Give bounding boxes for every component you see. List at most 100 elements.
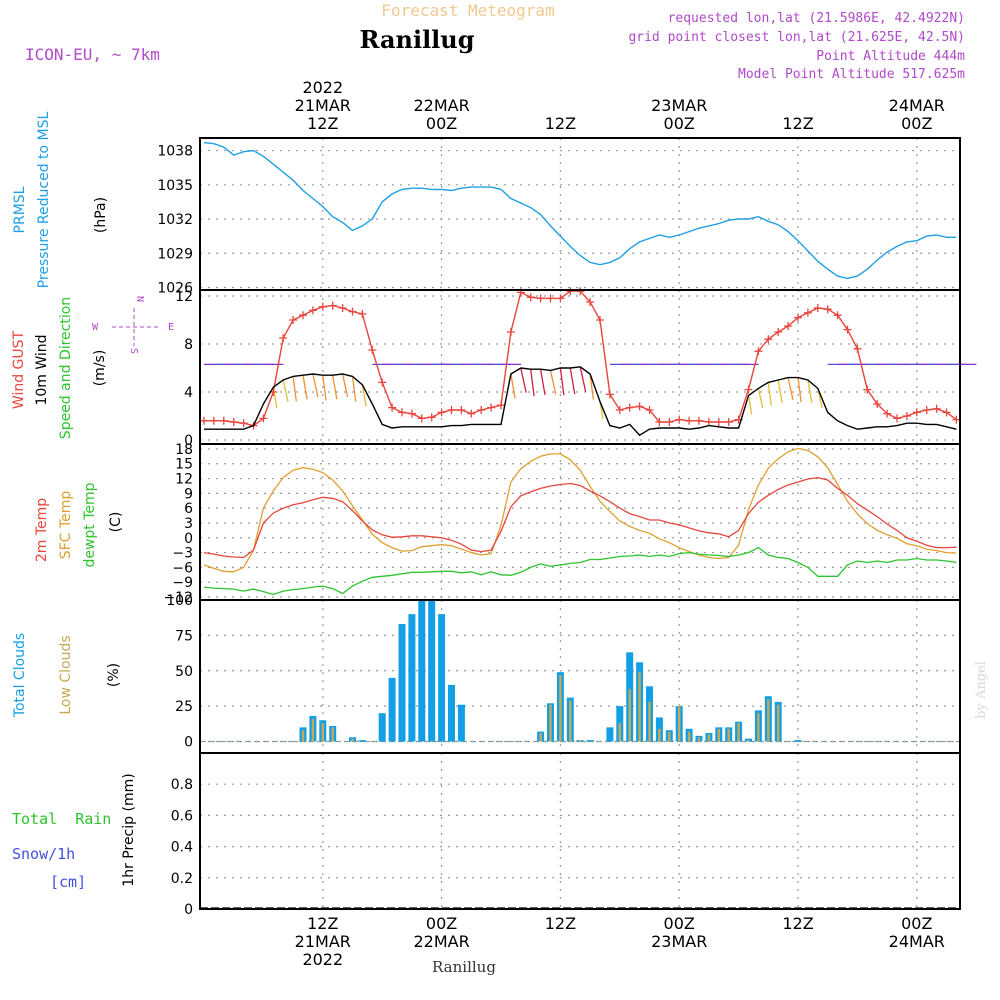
compass-s: S	[128, 348, 139, 354]
wind-arrow	[341, 373, 349, 398]
compass-w: W	[92, 322, 99, 333]
y-tick-temp: 3	[184, 516, 193, 532]
y-tick-pressure: 1032	[157, 212, 193, 228]
bottom-time-label: 12Z	[782, 914, 813, 933]
gust-marker	[308, 306, 317, 315]
top-time-label: 24MAR	[889, 96, 945, 115]
y-tick-pressure: 1038	[157, 144, 193, 160]
gust-marker	[457, 406, 466, 414]
low-cloud-bar	[777, 704, 780, 742]
clouds-plot	[200, 600, 960, 743]
pressure-label-2: Pressure Reduced to MSL	[36, 111, 52, 288]
pressure-panel-frame	[199, 137, 961, 291]
bottom-time-label: 22MAR	[413, 932, 469, 951]
gust-marker	[655, 418, 664, 426]
gust-marker	[566, 287, 575, 296]
low-cloud-bar	[747, 740, 750, 742]
total-cloud-bar	[388, 677, 396, 742]
y-tick-temp: −6	[172, 560, 193, 576]
gust-marker	[368, 346, 377, 354]
y-tick-temp: 12	[175, 472, 193, 488]
gust-marker	[912, 408, 921, 417]
y-tick-precip: 0.8	[171, 777, 193, 793]
low-cloud-bar	[569, 700, 572, 742]
gust-marker	[724, 418, 733, 426]
gust-marker	[803, 308, 812, 317]
top-time-label: 12Z	[545, 114, 576, 133]
grid-layer	[200, 138, 960, 910]
dewpt-line	[203, 546, 957, 596]
gust-marker	[635, 402, 644, 411]
wind-arrow	[579, 366, 587, 392]
low-cloud-bar	[678, 706, 681, 742]
y-tick-wind: 4	[184, 385, 193, 401]
top-time-label: 12Z	[307, 114, 338, 133]
gust-marker	[388, 403, 397, 412]
total-cloud-bar	[457, 704, 465, 742]
total-cloud-bar	[438, 614, 446, 742]
watermark: by Angel	[974, 661, 989, 719]
station-title: Ranillug	[359, 25, 474, 54]
gust-marker	[596, 316, 604, 324]
gust-marker	[536, 294, 545, 303]
wind-arrow	[361, 384, 367, 407]
y-tick-precip: 0.6	[171, 808, 193, 824]
y-tick-pressure: 1029	[157, 246, 193, 262]
wind-arrow	[510, 373, 516, 399]
total-cloud-bar	[408, 614, 416, 742]
compass-rose: N S W E	[92, 296, 174, 354]
gust-marker	[299, 311, 307, 320]
y-tick-temp: −9	[172, 575, 193, 591]
gust-label: Wind GUST	[11, 330, 27, 409]
total-cloud-bar	[398, 624, 406, 742]
gust-marker	[200, 416, 208, 425]
gust-marker	[289, 316, 298, 324]
top-time-label: 22MAR	[413, 96, 469, 115]
y-tick-clouds: 25	[175, 699, 193, 715]
top-time-label: 00Z	[664, 114, 695, 133]
gust-marker	[605, 390, 614, 399]
y-tick-clouds: 100	[166, 593, 193, 609]
total-cloud-bar	[448, 684, 455, 742]
wind-arrow	[767, 382, 772, 406]
top-time-label: 00Z	[426, 114, 457, 133]
gust-marker	[219, 416, 228, 425]
gust-marker	[417, 414, 426, 423]
bottom-time-label: 12Z	[307, 914, 338, 933]
low-cloud-bar	[707, 734, 711, 742]
low-cloud-bar	[737, 723, 740, 742]
low-cloud-bar	[687, 731, 691, 742]
gust-marker	[784, 322, 793, 330]
gust-marker	[259, 414, 268, 423]
pressure-label-1: PRMSL	[12, 186, 28, 233]
gust-marker	[526, 293, 535, 302]
low-cloud-bar	[301, 730, 305, 742]
model-label: ICON-EU, ~ 7km	[25, 45, 160, 64]
y-tick-temp: 9	[184, 486, 193, 502]
gust-marker	[823, 305, 832, 314]
wind-arrow	[807, 379, 813, 404]
low-cloud-bar	[579, 740, 582, 742]
wind-arrow	[569, 367, 576, 395]
total-cloud-bar	[428, 600, 436, 742]
wind-arrow	[292, 376, 297, 402]
gust-marker	[744, 385, 753, 394]
gust-marker	[794, 313, 802, 322]
y-tick-wind: 0	[184, 433, 193, 449]
wind-arrow	[312, 373, 319, 398]
wind-arrow	[282, 379, 289, 402]
low-cloud-bar	[757, 713, 760, 742]
info-line-3: Point Altitude 444m	[816, 49, 965, 64]
y-tick-precip: 0.2	[171, 871, 193, 887]
low-cloud-bar	[717, 728, 720, 742]
wind-unit: (m/s)	[92, 350, 108, 387]
info-line-2: grid point closest lon,lat (21.625E, 42.…	[628, 30, 965, 45]
low-cloud-bar	[658, 728, 661, 742]
y-tick-clouds: 0	[184, 735, 193, 751]
wind-arrow	[777, 379, 783, 404]
bottom-time-label: 00Z	[901, 914, 932, 933]
pressure-plot	[203, 141, 957, 280]
wind-arrow	[530, 369, 535, 397]
gust-marker	[477, 406, 486, 414]
